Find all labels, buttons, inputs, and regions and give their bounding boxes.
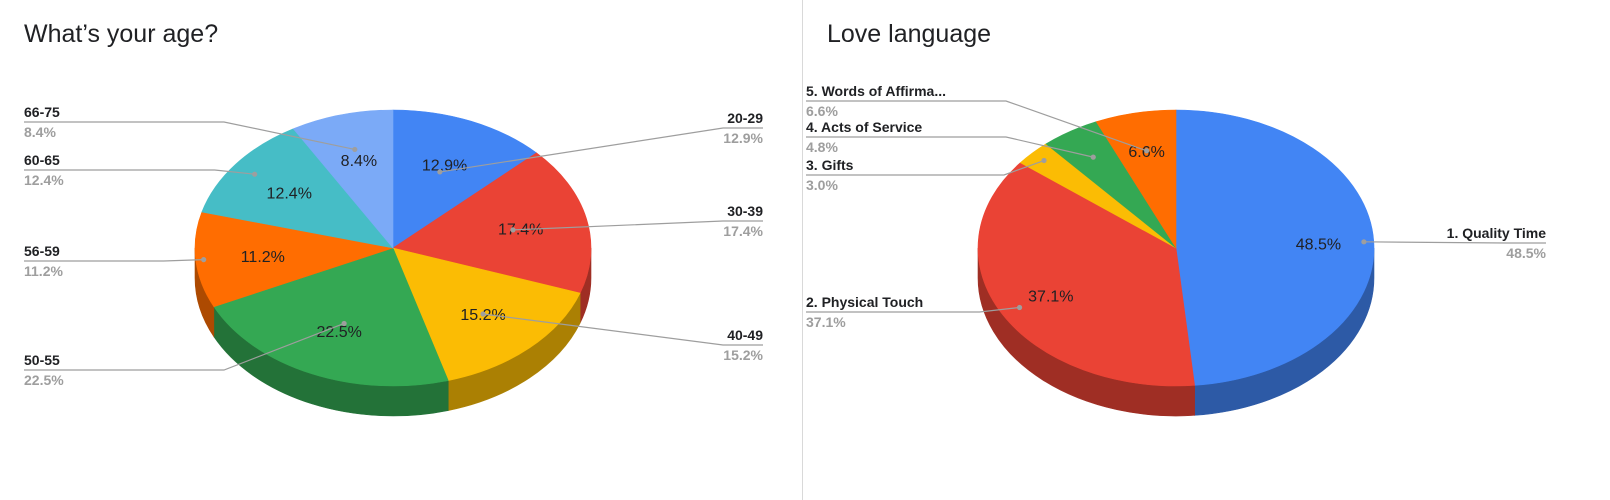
age-slice-label-20-29: 12.9% [422, 157, 467, 174]
love-language-leader-dot-4-acts-of-service [1090, 154, 1096, 160]
love-language-callout-3-gifts: 3. Gifts 3.0% [806, 157, 1047, 193]
age-slice-60-65 [201, 128, 394, 249]
age-pie-top [194, 109, 592, 387]
love-language-callout-1-quality-time: 1. Quality Time 48.5% [1361, 225, 1547, 261]
age-leader-line-40-49 [482, 313, 763, 346]
love-language-slice-label-2-physical-touch: 37.1% [1028, 289, 1073, 306]
age-leader-line-20-29 [439, 127, 763, 173]
love-language-chart-panel: Love language 48.5% 37.1% 6.6% 1. Quality T… [803, 0, 1610, 500]
love-language-pie-chart: 48.5% 37.1% 6.6% 1. Quality Time 48.5% 2. Phy… [806, 83, 1547, 417]
age-slice-label-56-59: 11.2% [241, 249, 285, 266]
age-slice-66-75 [292, 109, 394, 249]
age-leader-dot-66-75 [352, 146, 358, 153]
love-language-slice-5-words-of-affirma [1095, 109, 1177, 250]
love-language-callout-pct-5-words-of-affirma: 6.6% [806, 103, 838, 119]
love-language-callout-pct-3-gifts: 3.0% [806, 177, 838, 193]
love-language-pie-top [977, 109, 1375, 387]
love-language-leader-line-2-physical-touch [806, 306, 1020, 313]
age-callout-name-20-29: 20-29 [727, 110, 763, 126]
age-leader-dot-40-49 [480, 311, 486, 317]
love-language-leader-dot-2-physical-touch [1016, 304, 1023, 311]
love-language-slice-label-1-quality-time: 48.5% [1296, 236, 1341, 253]
age-callout-pct-30-39: 17.4% [723, 223, 763, 239]
age-leader-dot-50-55 [341, 320, 347, 327]
love-language-slice-2-physical-touch [977, 162, 1195, 387]
age-chart-title: What’s your age? [24, 20, 219, 48]
love-language-callout-name-4-acts-of-service: 4. Acts of Service [806, 119, 922, 135]
love-language-callout-pct-4-acts-of-service: 4.8% [806, 139, 838, 155]
age-callout-name-66-75: 66-75 [24, 104, 60, 120]
love-language-leader-dot-5-words-of-affirma [1144, 148, 1150, 154]
age-callout-name-56-59: 56-59 [24, 243, 60, 259]
age-chart-panel: What’s your age? 12.9% 17.4% 15.2% 22.5% 11.… [0, 0, 802, 500]
age-callout-name-30-39: 30-39 [727, 203, 763, 219]
love-language-leader-dot-1-quality-time [1361, 239, 1367, 245]
age-callout-56-59: 56-59 11.2% [24, 243, 207, 279]
age-leader-line-66-75 [24, 121, 355, 151]
age-slice-label-30-39: 17.4% [498, 222, 543, 239]
age-leader-line-60-65 [24, 169, 255, 175]
age-callout-50-55: 50-55 22.5% [24, 320, 347, 388]
age-pie-chart: 12.9% 17.4% 15.2% 22.5% 11.2% 12.4% 8.4% 20-29 1… [24, 104, 764, 417]
age-callout-pct-56-59: 11.2% [24, 263, 63, 279]
age-callout-pct-60-65: 12.4% [24, 172, 64, 188]
panel-divider [802, 0, 803, 500]
love-language-leader-line-1-quality-time [1363, 241, 1546, 244]
love-language-callout-5-words-of-affirma: 5. Words of Affirma... 6.6% [806, 83, 1150, 154]
age-callout-pct-20-29: 12.9% [723, 130, 763, 146]
age-slice-30-39 [392, 152, 592, 294]
love-language-callout-4-acts-of-service: 4. Acts of Service 4.8% [806, 119, 1096, 160]
age-slice-label-66-75: 8.4% [341, 153, 377, 170]
age-leader-dot-56-59 [201, 257, 207, 263]
love-language-leader-line-3-gifts [806, 159, 1045, 176]
love-language-callout-name-5-words-of-affirma: 5. Words of Affirma... [806, 83, 946, 99]
love-language-chart-title: Love language [827, 20, 992, 48]
love-language-callout-name-1-quality-time: 1. Quality Time [1447, 225, 1547, 241]
age-leader-dot-20-29 [437, 169, 443, 175]
age-callout-60-65: 60-65 12.4% [24, 152, 258, 188]
age-callout-30-39: 30-39 17.4% [510, 203, 764, 239]
love-language-callout-name-2-physical-touch: 2. Physical Touch [806, 294, 923, 310]
love-language-callout-2-physical-touch: 2. Physical Touch 37.1% [806, 294, 1023, 330]
age-slice-label-60-65: 12.4% [267, 186, 312, 203]
love-language-callout-pct-2-physical-touch: 37.1% [806, 314, 846, 330]
age-leader-dot-60-65 [252, 171, 258, 177]
age-leader-line-30-39 [512, 220, 763, 231]
love-language-callout-pct-1-quality-time: 48.5% [1506, 245, 1546, 261]
age-callout-pct-50-55: 22.5% [24, 372, 64, 388]
age-callout-pct-40-49: 15.2% [723, 347, 763, 363]
age-callout-name-60-65: 60-65 [24, 152, 60, 168]
age-callout-40-49: 40-49 15.2% [480, 311, 764, 363]
age-leader-dot-30-39 [510, 227, 516, 233]
age-leader-line-50-55 [24, 322, 345, 371]
age-callout-20-29: 20-29 12.9% [437, 110, 764, 175]
age-slice-20-29 [392, 109, 538, 249]
age-slice-label-50-55: 22.5% [317, 324, 362, 341]
love-language-leader-line-5-words-of-affirma [806, 100, 1147, 152]
age-leader-line-56-59 [24, 259, 204, 262]
love-language-leader-dot-3-gifts [1041, 157, 1047, 164]
age-callout-name-50-55: 50-55 [24, 352, 60, 368]
love-language-callout-name-3-gifts: 3. Gifts [806, 157, 854, 173]
age-callout-66-75: 66-75 8.4% [24, 104, 358, 153]
age-callout-pct-66-75: 8.4% [24, 124, 56, 140]
age-callout-name-40-49: 40-49 [727, 327, 763, 343]
love-language-leader-line-4-acts-of-service [806, 136, 1094, 158]
